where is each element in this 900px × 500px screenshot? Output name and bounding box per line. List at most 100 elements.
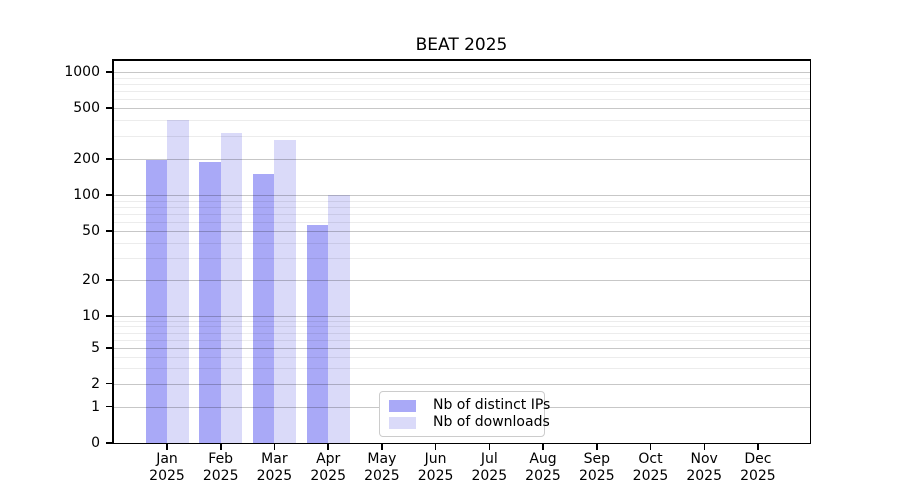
spine-left [112,59,114,444]
gridline-major [113,72,810,73]
gridline-major [113,348,810,349]
x-tick-month: Jul [480,451,498,467]
gridline-minor [113,221,810,223]
legend-item-downloads: Nb of downloads [389,414,550,431]
y-tick-mark [106,158,112,160]
x-tick-year: 2025 [202,468,239,484]
y-tick-mark [106,405,112,408]
x-tick-year: 2025 [525,468,561,484]
y-tick-mark [106,382,112,385]
gridline-minor [113,332,810,334]
gridline-minor [113,90,810,92]
gridline-minor [113,320,810,322]
x-tick-mark [703,444,705,450]
y-tick-mark [106,347,112,349]
x-tick-mark [596,444,598,450]
spine-top [112,59,811,61]
chart-title: BEAT 2025 [415,35,508,55]
bar-nb-of-distinct-ips-mar [252,173,275,443]
x-tick-month: Apr [316,451,341,467]
x-tick-mark [542,444,544,450]
gridline-minor [113,83,810,85]
gridline-minor [113,77,810,79]
gridline-major [113,195,810,196]
legend: Nb of distinct IPs Nb of downloads [379,391,550,437]
y-tick-label: 500 [73,100,100,116]
legend-label-downloads: Nb of downloads [433,414,550,430]
y-tick-label: 20 [82,272,100,288]
gridline-minor [113,242,810,244]
x-tick-label-jul: Jul 2025 [457,451,521,485]
x-tick-year: 2025 [632,468,669,484]
gridline-major [113,108,810,109]
y-tick-label: 0 [91,435,100,451]
y-tick-mark [106,71,112,73]
gridline-major [113,316,810,317]
bar-nb-of-downloads-feb [220,132,243,443]
gridline-major [113,159,810,160]
bar-nb-of-downloads-mar [274,140,296,443]
y-tick-mark [106,442,112,444]
x-tick-mark [220,444,222,450]
x-tick-mark [434,444,437,450]
bar-nb-of-distinct-ips-jan [145,159,167,443]
gridline-minor [113,339,810,341]
x-tick-mark [649,444,652,450]
x-tick-year: 2025 [256,468,293,484]
x-tick-month: Jan [156,451,178,467]
gridline-major [113,383,810,385]
gridline-minor [113,326,810,328]
x-tick-label-sep: Sep 2025 [565,451,629,485]
x-tick-label-mar: Mar 2025 [242,451,306,485]
gridline-minor [113,356,810,358]
x-tick-year: 2025 [310,468,346,484]
x-tick-month: Aug [529,451,557,467]
legend-swatch-downloads [389,416,416,429]
y-tick-label: 2 [91,375,100,392]
x-tick-year: 2025 [471,468,508,484]
x-tick-label-may: May 2025 [350,451,414,485]
x-tick-label-oct: Oct 2025 [619,451,683,485]
y-tick-label: 200 [73,151,100,167]
gridline-minor [113,200,810,202]
gridline-minor [113,213,810,215]
x-tick-mark [757,444,759,450]
legend-swatch-distinct-ips [389,399,416,412]
x-tick-year: 2025 [364,468,400,484]
x-tick-label-jan: Jan 2025 [135,451,199,485]
y-tick-label: 5 [91,340,100,356]
y-tick-label: 100 [73,187,100,203]
x-tick-year: 2025 [686,468,722,484]
x-tick-label-jun: Jun 2025 [404,451,468,485]
y-tick-mark [106,194,112,196]
legend-item-distinct-ips: Nb of distinct IPs [389,397,550,414]
y-tick-label: 1 [91,398,100,415]
bar-nb-of-downloads-apr [328,195,350,443]
x-tick-month: May [367,451,397,467]
bar-nb-of-distinct-ips-feb [199,161,221,443]
bar-nb-of-downloads-jan [167,120,189,443]
y-tick-mark [106,230,112,232]
plot-area [113,60,810,443]
gridline-minor [113,367,810,369]
x-tick-year: 2025 [740,468,776,484]
x-tick-month: Dec [744,451,772,467]
y-tick-label: 1000 [64,64,100,80]
y-tick-mark [106,279,112,281]
y-tick-mark [106,107,112,109]
x-tick-year: 2025 [149,468,185,484]
spine-bottom [112,442,811,444]
x-tick-mark [381,444,383,450]
x-tick-label-apr: Apr 2025 [296,451,360,485]
x-tick-month: Mar [261,451,288,467]
spine-right [809,59,811,444]
y-tick-label: 50 [82,223,100,239]
x-tick-label-feb: Feb 2025 [189,451,253,485]
gridline-minor [113,98,810,100]
gridline-major [113,280,810,281]
x-tick-month: Nov [690,451,718,467]
x-tick-month: Sep [583,451,610,467]
x-tick-label-dec: Dec 2025 [726,451,790,485]
y-tick-label: 10 [82,308,100,324]
gridline-minor [113,206,810,208]
